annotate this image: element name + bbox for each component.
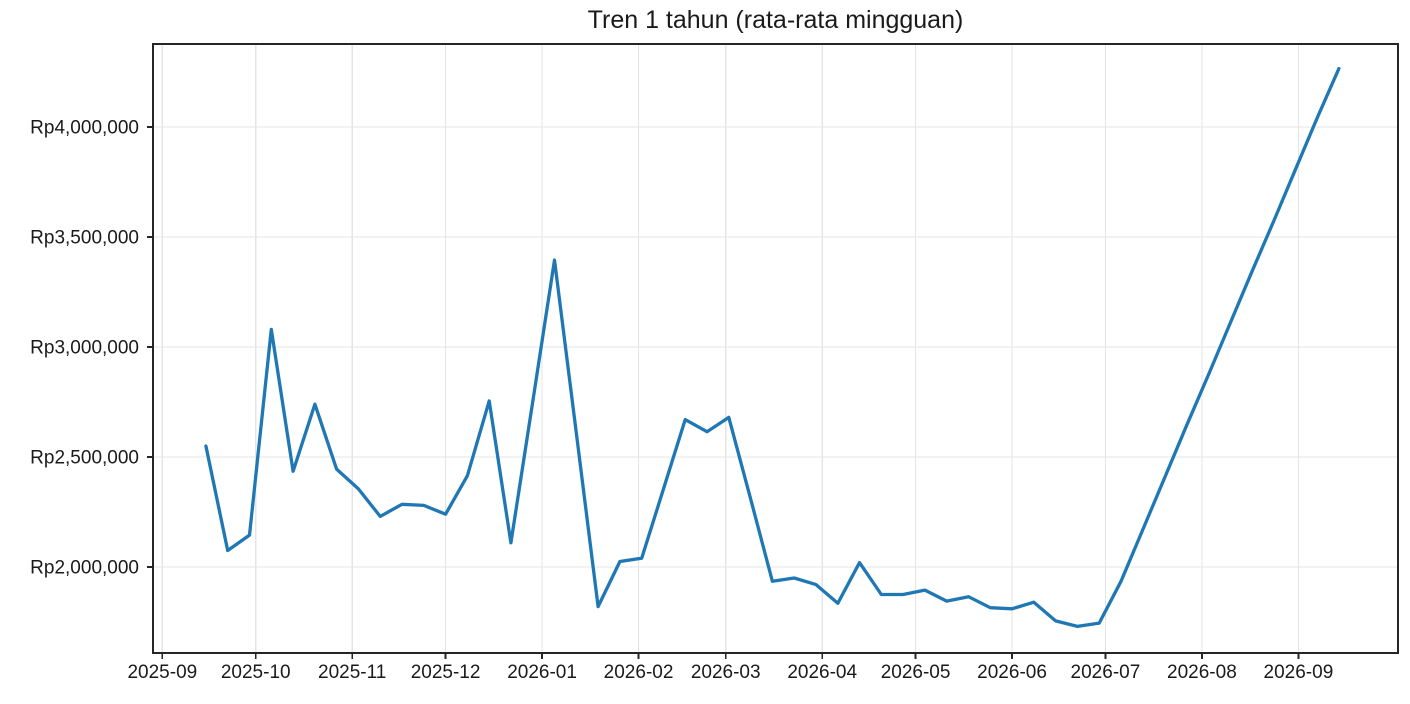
y-tick-label: Rp4,000,000 [30,117,139,138]
y-tick-label: Rp2,500,000 [30,447,139,468]
x-tick-label: 2026-07 [1071,662,1141,683]
grid-layer [153,44,1398,653]
x-tick-label: 2026-01 [507,662,577,683]
x-tick-label: 2025-11 [318,662,386,683]
x-tick-label: 2025-10 [221,662,291,683]
x-tick-label: 2026-03 [691,662,761,683]
frame-layer [152,43,1399,654]
y-tick-label: Rp3,000,000 [30,337,139,358]
series-layer [204,66,1341,629]
tick-labels: 2025-09 2025-10 2025-11 2025-12 2026-01 2026-… [30,117,1333,683]
chart-title: Tren 1 tahun (rata-rata mingguan) [588,6,964,34]
plot-frame [152,43,1399,654]
x-tick-label: 2026-04 [787,662,857,683]
x-tick-label: 2026-05 [881,662,951,683]
x-tick-label: 2025-12 [411,662,481,683]
x-tick-label: 2026-02 [604,662,674,683]
x-tick-label: 2026-08 [1167,662,1237,683]
x-tick-label: 2026-06 [977,662,1047,683]
x-tick-label: 2025-09 [127,662,197,683]
x-tick-label: 2026-09 [1264,662,1334,683]
y-tick-label: Rp2,000,000 [30,557,139,578]
trend-line [204,66,1341,629]
tick-layer [147,126,1300,659]
y-tick-label: Rp3,500,000 [30,227,139,248]
